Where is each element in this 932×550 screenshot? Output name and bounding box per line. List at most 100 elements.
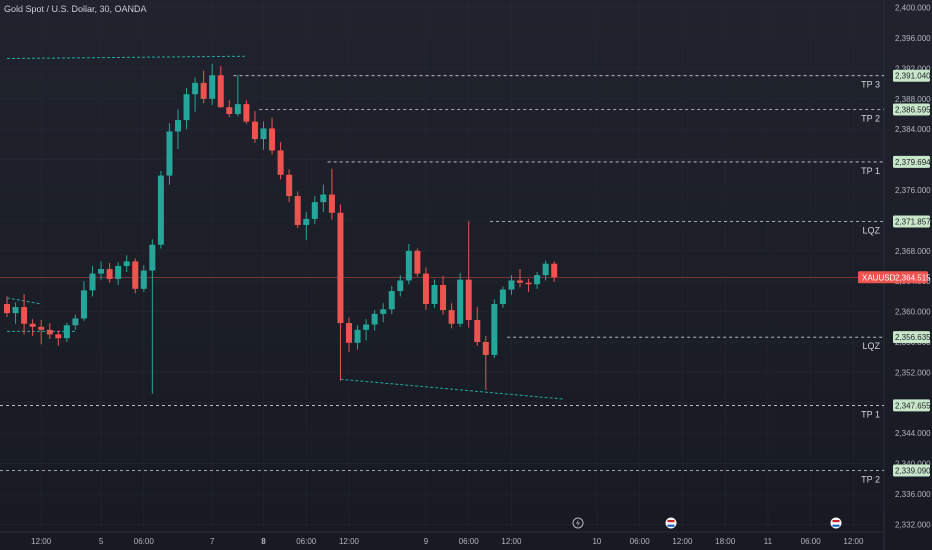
candle-body <box>508 280 515 290</box>
candle-body <box>63 325 70 339</box>
price-axis[interactable]: 2,332.000 2,336.000 2,340.000 2,344.000 2,34… <box>895 4 931 530</box>
candle-body <box>465 279 472 320</box>
x-tick-label: 06:00 <box>630 537 651 546</box>
candle-body <box>192 82 199 95</box>
candle-body <box>422 273 429 304</box>
candle-body <box>183 94 190 121</box>
current-price-symbol: XAUUSD <box>862 273 896 282</box>
x-tick-label: 10 <box>592 537 601 546</box>
level-label: TP 1 <box>861 409 880 419</box>
candle-body <box>4 304 10 314</box>
candle-body <box>371 313 378 325</box>
candle-body <box>123 261 130 266</box>
candle-body <box>277 150 284 175</box>
level-label: TP 2 <box>861 113 880 123</box>
candle-body <box>542 263 549 276</box>
candle-body <box>457 279 464 324</box>
candle-body <box>482 342 489 355</box>
candle-body <box>140 270 147 289</box>
candle-body <box>380 309 387 314</box>
y-tick-label: 2,376.000 <box>895 186 931 195</box>
candle-body <box>98 269 105 274</box>
x-tick-label: 06:00 <box>459 537 480 546</box>
flag-icon-stripe <box>667 524 675 527</box>
y-tick-label: 2,388.000 <box>895 95 931 104</box>
candle-body <box>260 128 267 140</box>
x-tick-label: 06:00 <box>134 537 155 546</box>
candle-body <box>149 244 156 271</box>
level-label: TP 3 <box>861 80 880 90</box>
candle-body <box>388 291 395 310</box>
candle-body <box>491 304 498 355</box>
candle-body <box>346 323 352 343</box>
level-price-tag-text: 2,391.040 <box>895 72 931 81</box>
y-tick-label: 2,344.000 <box>895 429 931 438</box>
trend-line <box>6 55 247 60</box>
x-tick-label: 8 <box>261 537 266 546</box>
lightning-icon <box>576 519 580 527</box>
level-label: LQZ <box>862 225 880 235</box>
candle-body <box>115 266 122 279</box>
y-tick-label: 2,396.000 <box>895 34 931 43</box>
level-price-tag-text: 2,347.655 <box>895 401 931 410</box>
x-tick-label: 12:00 <box>339 537 360 546</box>
candle-body <box>328 194 335 213</box>
candle-body <box>234 104 241 114</box>
time-axis[interactable]: 12:00 5 06:00 7 8 06:00 12:00 9 06:00 12:00 10 06:0… <box>31 517 864 547</box>
candle-body <box>286 174 293 197</box>
candle-body <box>354 329 361 343</box>
flag-event-icon[interactable] <box>665 517 677 529</box>
y-tick-label: 2,340.000 <box>895 460 931 469</box>
x-tick-label: 9 <box>424 537 429 546</box>
candle-body <box>209 75 216 99</box>
y-tick-label: 2,368.000 <box>895 247 931 256</box>
level-price-tag <box>893 464 930 477</box>
candle-body <box>166 131 173 176</box>
level-price-tag-text: 2,386.595 <box>895 105 931 114</box>
candle-body <box>38 326 45 330</box>
y-tick-label: 2,384.000 <box>895 125 931 134</box>
candle-body <box>534 275 541 285</box>
candle-body <box>414 250 421 274</box>
price-levels: TP 3 TP 2 TP 1 LQZ LQZ TP 1 TP 2 <box>0 75 884 485</box>
y-tick-label: 2,336.000 <box>895 490 931 499</box>
candle-body <box>217 75 224 108</box>
candle-body <box>21 307 28 324</box>
current-price-tag <box>858 271 928 284</box>
lightning-event-icon[interactable] <box>572 517 584 529</box>
candle-body <box>175 120 181 132</box>
x-tick-label: 12:00 <box>31 537 52 546</box>
candle-body <box>517 280 523 283</box>
candle-body <box>303 218 310 225</box>
trend-lines <box>6 55 563 400</box>
x-tick-label: 06:00 <box>801 537 822 546</box>
trend-line <box>340 378 563 400</box>
lightning-icon-ring <box>572 517 584 529</box>
x-tick-label: 12:00 <box>843 537 864 546</box>
candle-body <box>405 250 412 281</box>
candle-body <box>294 196 301 225</box>
candle-body <box>226 107 233 114</box>
candle-body <box>55 334 62 339</box>
candles <box>4 63 558 394</box>
level-label: TP 1 <box>861 166 880 176</box>
flag-icon-stripe <box>832 524 840 527</box>
candle-body <box>363 324 370 330</box>
level-price-tag <box>893 215 930 228</box>
level-price-tag-text: 2,371.857 <box>895 217 931 226</box>
candle-body <box>448 310 455 324</box>
y-tick-label: 2,352.000 <box>895 368 931 377</box>
candle-body <box>46 329 53 335</box>
y-tick-label: 2,400.000 <box>895 4 931 13</box>
level-price-tag-text: 2,356.635 <box>895 333 931 342</box>
candle-body <box>525 282 532 285</box>
flag-icon-stripe <box>667 522 675 525</box>
level-price-tag-text: 2,379.694 <box>895 158 931 167</box>
candle-body <box>320 194 327 203</box>
candle-body <box>311 202 318 219</box>
flag-icon-stripe <box>667 520 675 523</box>
level-price-tag <box>893 103 930 116</box>
candle-body <box>12 307 19 314</box>
flag-event-icon[interactable] <box>830 517 842 529</box>
